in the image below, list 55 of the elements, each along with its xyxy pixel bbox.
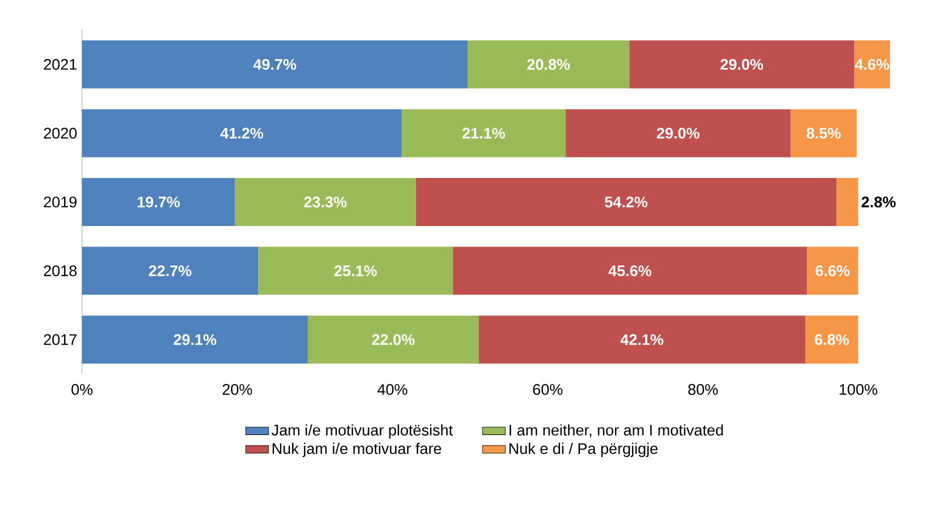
y-tick-label: 2020 (44, 128, 77, 139)
bar (836, 178, 858, 226)
bar (629, 40, 854, 88)
data-label: 6.6% (816, 265, 850, 276)
y-tick-label: 2017 (44, 334, 77, 346)
data-label: 41.2% (220, 128, 264, 139)
x-tick-label: 100% (840, 384, 878, 395)
bar (258, 246, 454, 295)
data-label: 6.8% (814, 334, 849, 346)
y-tick-label: 2019 (44, 196, 77, 208)
data-label: 19.7% (138, 196, 180, 208)
bar (566, 109, 791, 158)
bar (453, 246, 807, 295)
x-tick-label: 0% (72, 384, 93, 395)
legend-label: Jam i/e motivuar plotësisht (272, 424, 453, 439)
bar (82, 246, 258, 295)
data-label: 29.0% (720, 58, 764, 70)
bar (82, 40, 468, 88)
bar (468, 40, 630, 88)
bar (478, 316, 806, 364)
x-tick-label: 40% (377, 384, 408, 395)
bar (416, 178, 836, 226)
data-label: 2.8% (862, 196, 896, 208)
bar (805, 316, 858, 364)
bar (790, 109, 857, 158)
data-label: 21.1% (462, 128, 505, 139)
data-label: 4.6% (854, 58, 890, 70)
bar (308, 316, 479, 364)
data-label: 49.7% (253, 58, 296, 70)
data-label: 45.6% (608, 265, 652, 276)
x-tick-label: 60% (533, 384, 563, 395)
bar (854, 40, 890, 88)
bar (402, 109, 566, 158)
bar (806, 246, 858, 295)
legend-label: Nuk jam i/e motivuar fare (272, 442, 442, 458)
x-tick-label: 80% (688, 384, 718, 395)
bar (234, 178, 416, 226)
bar (82, 316, 308, 364)
data-label: 29.1% (174, 334, 216, 346)
data-label: 54.2% (604, 196, 648, 208)
data-label: 29.0% (656, 128, 700, 139)
legend-label: I am neither, nor am I motivated (510, 424, 723, 438)
bar (82, 178, 235, 226)
data-label: 22.7% (148, 265, 192, 276)
x-tick-label: 20% (222, 384, 252, 395)
y-tick-label: 2018 (44, 265, 77, 276)
y-tick-label: 2021 (44, 58, 77, 70)
data-label: 8.5% (806, 128, 841, 139)
bar (82, 109, 402, 158)
data-label: 20.8% (527, 58, 570, 70)
legend-label: Nuk e di / Pa përgjigje (510, 442, 658, 458)
data-label: 25.1% (334, 265, 377, 276)
data-label: 23.3% (304, 196, 347, 208)
data-label: 42.1% (620, 334, 664, 346)
data-label: 22.0% (372, 334, 415, 346)
